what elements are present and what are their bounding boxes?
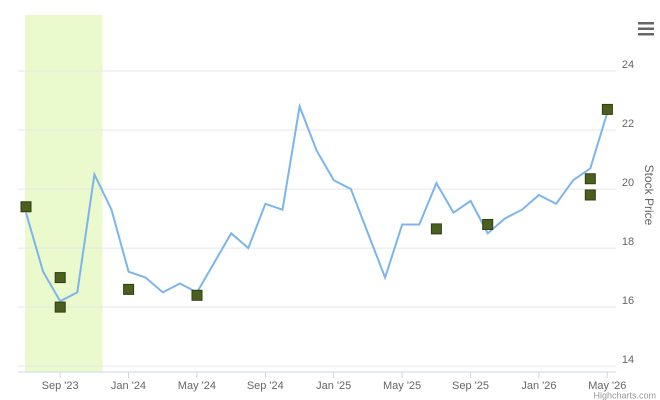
x-tick-label: Jan '24 — [111, 380, 146, 392]
x-tick-label: Jan '26 — [521, 380, 556, 392]
marker — [54, 301, 66, 313]
y-tick-label: 24 — [622, 59, 634, 71]
marker — [20, 201, 32, 213]
marker — [482, 218, 494, 230]
x-tick-label: May '24 — [178, 380, 216, 392]
x-tick-label: May '25 — [383, 380, 421, 392]
x-tick-label: Sep '23 — [42, 380, 79, 392]
x-tick-label: Sep '25 — [452, 380, 489, 392]
marker — [430, 223, 442, 235]
menu-bar — [638, 22, 654, 25]
marker — [191, 289, 203, 301]
y-tick-label: 22 — [622, 118, 634, 130]
marker — [601, 103, 613, 115]
menu-bar — [638, 27, 654, 30]
marker — [584, 173, 596, 185]
x-tick-label: May '26 — [588, 380, 626, 392]
y-tick-label: 14 — [622, 354, 634, 366]
price-line — [25, 102, 609, 303]
marker — [54, 272, 66, 284]
marker — [123, 283, 135, 295]
plot: 14 16 18 20 22 24 Sep '23 Jan '24 May '24 Sep '24… — [18, 15, 634, 392]
menu-icon[interactable] — [638, 22, 654, 36]
y-tick-label: 16 — [622, 295, 634, 307]
credits: Highcharts.com — [593, 390, 656, 400]
y-tick-label: 18 — [622, 236, 634, 248]
x-tick-label: Jan '25 — [316, 380, 351, 392]
menu-bar — [638, 33, 654, 36]
y-tick-label: 20 — [622, 177, 634, 189]
y-axis-title: Stock Price — [642, 165, 656, 226]
x-tick-label: Sep '24 — [247, 380, 284, 392]
marker — [584, 189, 596, 201]
